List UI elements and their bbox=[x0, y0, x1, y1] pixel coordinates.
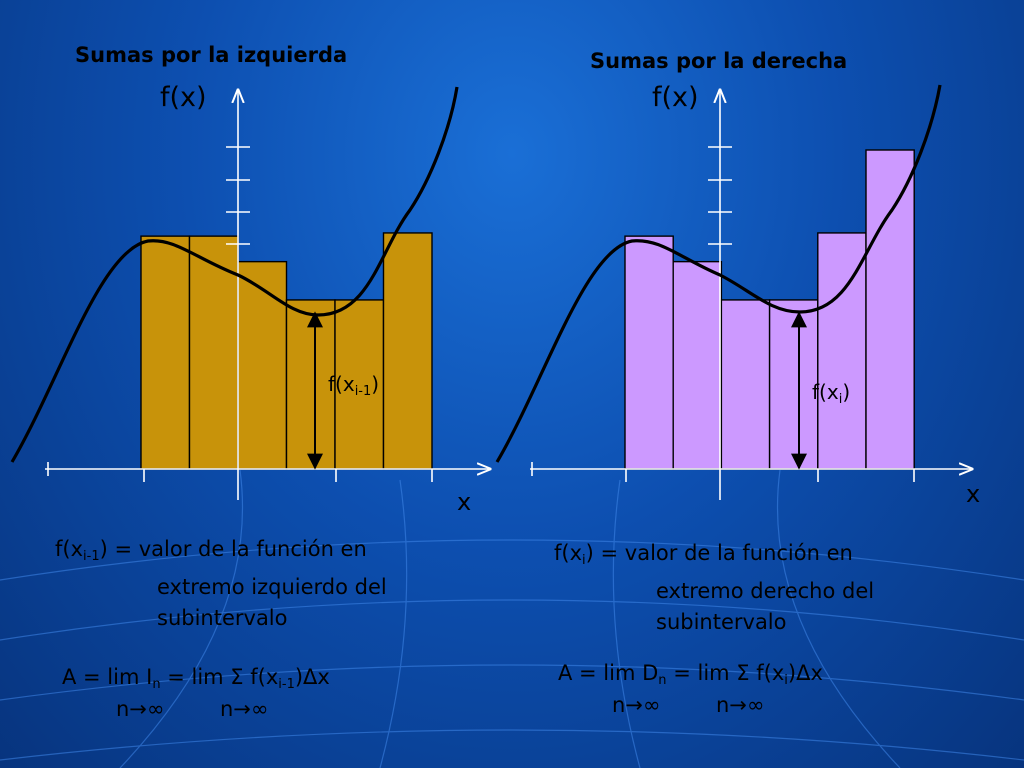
left-limit-2: n→∞ bbox=[220, 697, 269, 721]
left-formula: A = lim In = lim Σ f(xi-1)Δx bbox=[62, 665, 330, 692]
left-rectangle-3 bbox=[237, 260, 288, 470]
right-rectangle-1 bbox=[624, 235, 674, 470]
right-limit-2: n→∞ bbox=[716, 693, 765, 717]
right-rectangle-4 bbox=[768, 299, 819, 470]
right-value-label: f(xi) bbox=[812, 380, 851, 407]
left-limit-1: n→∞ bbox=[116, 697, 165, 721]
left-rectangles bbox=[140, 232, 433, 470]
right-limit-1: n→∞ bbox=[612, 693, 661, 717]
left-panel-title: Sumas por la izquierda bbox=[75, 43, 348, 67]
right-x-axis-label: x bbox=[966, 480, 981, 508]
left-y-axis-label: f(x) bbox=[160, 82, 207, 113]
right-rectangle-6 bbox=[865, 149, 915, 470]
left-value-label: f(xi-1) bbox=[328, 372, 380, 399]
left-rectangle-1 bbox=[140, 235, 191, 470]
right-x-ticks bbox=[531, 462, 915, 482]
right-function-curve bbox=[495, 84, 942, 463]
right-y-ticks bbox=[708, 146, 732, 245]
right-panel-title: Sumas por la derecha bbox=[590, 49, 848, 73]
left-x-axis-label: x bbox=[457, 488, 472, 516]
right-rectangles bbox=[624, 149, 915, 470]
right-formula: A = lim Dn = lim Σ f(xi)Δx bbox=[558, 661, 823, 688]
left-rectangle-6 bbox=[382, 232, 433, 470]
right-definition: f(xi) = valor de la función en extremo d… bbox=[554, 541, 875, 634]
left-definition: f(xi-1) = valor de la función en extremo… bbox=[55, 537, 387, 630]
left-rectangle-5 bbox=[334, 299, 385, 470]
right-rectangle-2 bbox=[672, 260, 723, 470]
left-y-ticks bbox=[226, 146, 250, 245]
right-rectangle-5 bbox=[817, 232, 867, 470]
left-x-ticks bbox=[47, 462, 433, 482]
left-function-curve bbox=[10, 86, 459, 463]
right-y-axis-label: f(x) bbox=[652, 82, 699, 113]
left-rectangle-2 bbox=[188, 235, 239, 470]
right-rectangle-3 bbox=[720, 299, 771, 470]
